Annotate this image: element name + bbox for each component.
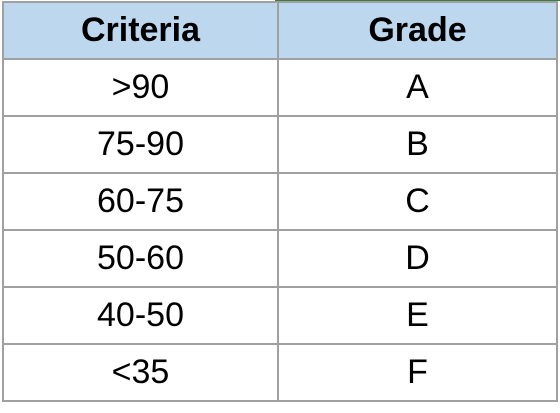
- table-row: >90 A: [2, 58, 558, 117]
- header-cell-criteria[interactable]: Criteria: [2, 1, 279, 60]
- criteria-cell[interactable]: 75-90: [2, 115, 279, 174]
- criteria-cell[interactable]: 60-75: [2, 172, 279, 231]
- selection-edge-line: [275, 0, 560, 1]
- header-cell-grade[interactable]: Grade: [277, 1, 558, 60]
- table-row: 50-60 D: [2, 229, 558, 288]
- grade-cell[interactable]: E: [277, 286, 558, 345]
- table-row: 40-50 E: [2, 286, 558, 345]
- grade-cell[interactable]: D: [277, 229, 558, 288]
- grade-cell[interactable]: F: [277, 343, 558, 402]
- header-row: Criteria Grade: [2, 1, 558, 60]
- table-row: <35 F: [2, 343, 558, 402]
- grade-cell[interactable]: B: [277, 115, 558, 174]
- criteria-cell[interactable]: <35: [2, 343, 279, 402]
- criteria-cell[interactable]: >90: [2, 58, 279, 117]
- table-row: 60-75 C: [2, 172, 558, 231]
- criteria-cell[interactable]: 50-60: [2, 229, 279, 288]
- grade-criteria-table: Criteria Grade >90 A 75-90 B 60-75 C 50-…: [2, 1, 558, 402]
- grade-cell[interactable]: A: [277, 58, 558, 117]
- criteria-cell[interactable]: 40-50: [2, 286, 279, 345]
- grade-cell[interactable]: C: [277, 172, 558, 231]
- table-row: 75-90 B: [2, 115, 558, 174]
